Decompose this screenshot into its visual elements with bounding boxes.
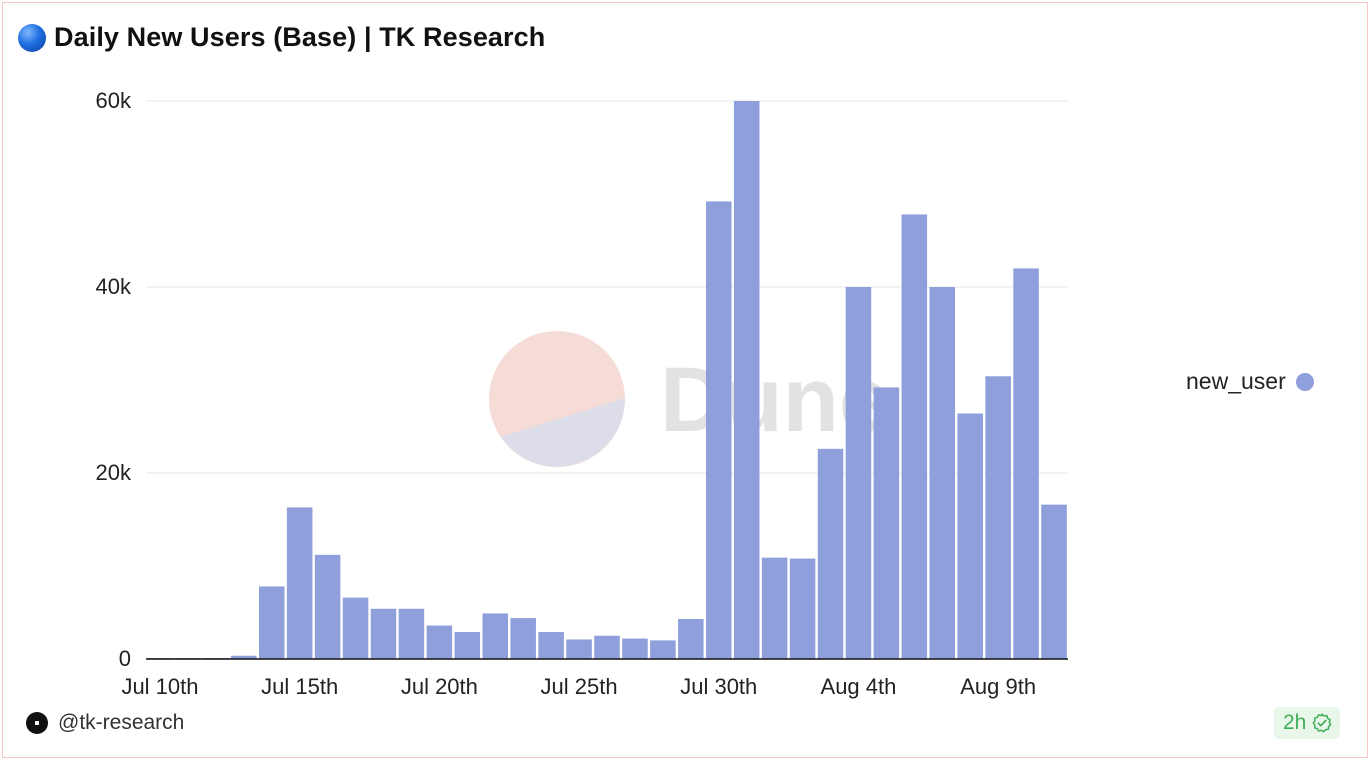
verified-check-icon [1312, 713, 1332, 733]
x-tick-label: Jul 15th [261, 674, 338, 699]
y-tick-label: 60k [96, 88, 132, 113]
y-tick-label: 20k [96, 460, 132, 485]
bar[interactable]: Aug 7th: 40000 [929, 287, 956, 659]
x-tick-label: Aug 9th [960, 674, 1036, 699]
footer-author[interactable]: @tk-research [26, 711, 184, 735]
bar[interactable]: Jul 25th: 2100 [566, 639, 592, 659]
bar[interactable]: Jul 24th: 2900 [538, 632, 564, 659]
bar[interactable]: Jul 27th: 2200 [622, 638, 648, 659]
bar[interactable]: Aug 5th: 29200 [873, 387, 900, 659]
bar[interactable]: Aug 6th: 47800 [901, 214, 928, 659]
bar[interactable]: Jul 16th: 11200 [314, 554, 341, 659]
bar[interactable]: Aug 10th: 42000 [1013, 268, 1039, 659]
bar[interactable]: Jul 17th: 6600 [342, 597, 369, 659]
x-axis-ticks: Jul 10th Jul 15th Jul 20th Jul 25th Jul 30th… [121, 674, 1036, 699]
chart-title: Daily New Users (Base) | TK Research [54, 22, 546, 52]
watermark-logo-bottom [501, 398, 626, 467]
legend[interactable]: new_user [1186, 368, 1314, 395]
bar[interactable]: Jul 30th: 49200 [705, 201, 732, 659]
dune-logo-icon [26, 712, 48, 734]
bar[interactable]: Aug 11th: 16600 [1041, 504, 1067, 659]
bar[interactable]: Jul 31st: 60000 [733, 101, 760, 659]
y-axis-ticks: 0 20k 40k 60k [96, 88, 132, 671]
bar[interactable]: Jul 29th: 4300 [678, 619, 704, 659]
bar[interactable]: Jul 18th: 5400 [370, 608, 397, 659]
legend-swatch [1295, 372, 1314, 391]
x-tick-label: Jul 30th [680, 674, 757, 699]
bar[interactable]: Aug 1st: 10900 [761, 557, 788, 659]
author-handle[interactable]: @tk-research [58, 711, 185, 734]
x-tick-label: Jul 20th [401, 674, 478, 699]
freshness-text: 2h [1283, 711, 1307, 734]
dune-watermark: Dune [489, 331, 890, 467]
y-tick-label: 40k [96, 274, 132, 299]
legend-label: new_user [1186, 368, 1286, 394]
bar[interactable]: Aug 4th: 40000 [845, 287, 872, 659]
bar[interactable]: Aug 9th: 30400 [985, 376, 1011, 659]
bar[interactable]: Jul 20th: 3600 [426, 625, 453, 659]
bar[interactable]: Jul 15th: 16300 [286, 507, 313, 659]
bar[interactable]: Aug 8th: 26400 [957, 413, 983, 659]
bars: Jul 10th: 30Jul 11th: 40Jul 12th: 50Jul … [147, 101, 1067, 659]
x-tick-label: Jul 25th [541, 674, 618, 699]
bar[interactable]: Jul 23rd: 4400 [510, 618, 536, 659]
bar[interactable]: Jul 26th: 2500 [594, 635, 620, 659]
bar[interactable]: Aug 2nd: 10800 [789, 558, 816, 659]
bar[interactable]: Jul 19th: 5400 [398, 608, 425, 659]
blue-circle-icon [18, 23, 46, 52]
x-tick-label: Jul 10th [121, 674, 198, 699]
bar[interactable]: Jul 13th: 350 [231, 655, 257, 659]
bar[interactable]: Aug 3rd: 22600 [817, 448, 844, 659]
bar[interactable]: Jul 14th: 7800 [258, 586, 285, 659]
bar[interactable]: Jul 22nd: 4900 [482, 613, 509, 659]
freshness-badge: 2h [1274, 707, 1341, 739]
bar[interactable]: Jul 28th: 2000 [650, 640, 676, 659]
x-tick-label: Aug 4th [821, 674, 897, 699]
bar[interactable]: Jul 21st: 2900 [454, 632, 481, 659]
chart-header: Daily New Users (Base) | TK Research [18, 22, 545, 53]
y-tick-label: 0 [119, 646, 131, 671]
